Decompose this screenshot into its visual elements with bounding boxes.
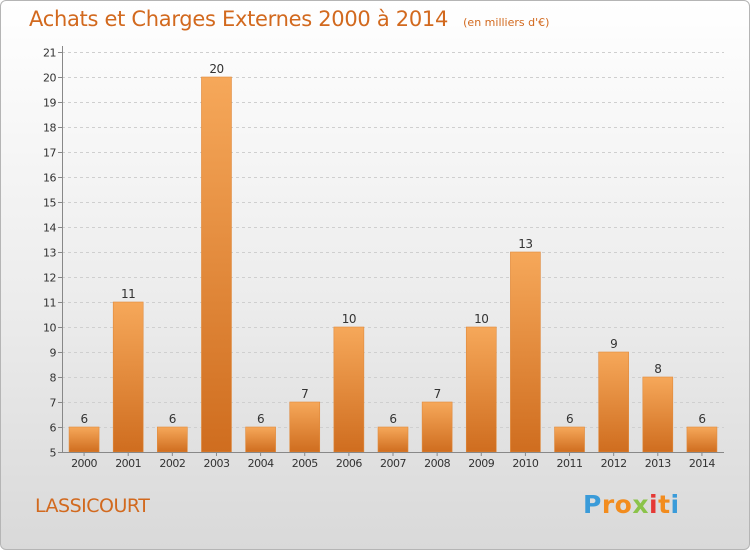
value-label-2012: 9: [610, 337, 617, 351]
bar-2002: [157, 426, 188, 453]
y-tick-label: 10: [43, 322, 56, 335]
value-label-2005: 7: [301, 387, 308, 401]
y-tick-label: 5: [50, 447, 57, 460]
x-tick-label-2002: 2002: [159, 457, 185, 470]
title-row: Achats et Charges Externes 2000 à 2014 (…: [29, 7, 549, 31]
y-tick-label: 7: [50, 397, 57, 410]
y-tick-label: 11: [43, 297, 56, 310]
y-tick-label: 17: [43, 147, 56, 160]
logo-letter: x: [632, 490, 649, 519]
x-tick-label-2003: 2003: [203, 457, 229, 470]
bar-2005: [289, 401, 321, 453]
y-tick-label: 6: [50, 422, 57, 435]
y-tick-label: 8: [50, 372, 57, 385]
value-label-2000: 6: [80, 412, 87, 426]
logo-letter: r: [601, 490, 615, 519]
value-label-2007: 6: [389, 412, 396, 426]
x-tick-label-2008: 2008: [424, 457, 450, 470]
value-label-2008: 7: [434, 387, 441, 401]
value-label-2009: 10: [474, 312, 488, 326]
y-tick-label: 18: [43, 122, 56, 135]
value-label-2006: 10: [342, 312, 356, 326]
value-label-2011: 6: [566, 412, 573, 426]
value-label-2004: 6: [257, 412, 264, 426]
x-tick-label-2009: 2009: [468, 457, 494, 470]
logo-letter: o: [614, 490, 633, 519]
x-tick-label-2005: 2005: [292, 457, 318, 470]
logo-letter: i: [670, 490, 680, 519]
y-tick-label: 19: [43, 97, 56, 110]
x-tick-label-2010: 2010: [512, 457, 538, 470]
commune-name: LASSICOURT: [35, 495, 150, 517]
x-tick-label-2001: 2001: [115, 457, 141, 470]
logo-letter: t: [658, 490, 671, 519]
value-label-2003: 20: [209, 62, 223, 76]
axes: 5 6 7 8 9 10 11 12 13 14 15 16 17 18 19 20 21 2000 2001 200…: [43, 46, 724, 470]
value-label-2014: 6: [698, 412, 705, 426]
bar-2007: [377, 426, 409, 453]
x-tick-label-2000: 2000: [71, 457, 97, 470]
value-label-2013: 8: [654, 362, 661, 376]
x-tick-label-2004: 2004: [248, 457, 274, 470]
x-tick-label-2011: 2011: [557, 457, 583, 470]
bar-2011: [554, 426, 585, 453]
y-tick-label: 12: [43, 272, 56, 285]
bar-2013: [642, 376, 674, 453]
y-tick-label: 13: [43, 247, 56, 260]
value-label-2010: 13: [518, 237, 532, 251]
y-tick-label: 21: [43, 47, 56, 60]
bar-2000: [68, 426, 100, 453]
y-tick-label: 16: [43, 172, 56, 185]
y-tick-label: 15: [43, 197, 56, 210]
y-tick-label: 20: [43, 72, 56, 85]
x-tick-label-2013: 2013: [645, 457, 671, 470]
bar-2003: [201, 76, 232, 453]
bar-2010: [510, 251, 541, 453]
bar-2008: [421, 401, 453, 453]
value-label-2002: 6: [169, 412, 176, 426]
bar-2009: [465, 326, 497, 453]
bar-2006: [333, 326, 365, 453]
y-tick-label: 14: [43, 222, 56, 235]
bars: 6 11 6 20 6 7 10 6 7 10 13 6 9 8 6: [68, 62, 718, 453]
value-label-2001: 11: [121, 287, 135, 301]
x-tick-label-2007: 2007: [380, 457, 406, 470]
chart-subtitle: (en milliers d'€): [463, 16, 550, 29]
logo-letter: i: [649, 490, 659, 519]
bar-2012: [598, 351, 629, 453]
chart-title: Achats et Charges Externes 2000 à 2014: [29, 7, 449, 31]
proxiti-logo[interactable]: Proxiti: [583, 490, 680, 519]
bar-2004: [245, 426, 276, 453]
x-tick-label-2006: 2006: [336, 457, 362, 470]
x-tick-label-2012: 2012: [601, 457, 627, 470]
y-tick-label: 9: [50, 347, 57, 360]
bar-2014: [686, 426, 718, 453]
bar-2001: [112, 301, 144, 453]
logo-letter: P: [583, 490, 602, 519]
x-tick-label-2014: 2014: [689, 457, 715, 470]
